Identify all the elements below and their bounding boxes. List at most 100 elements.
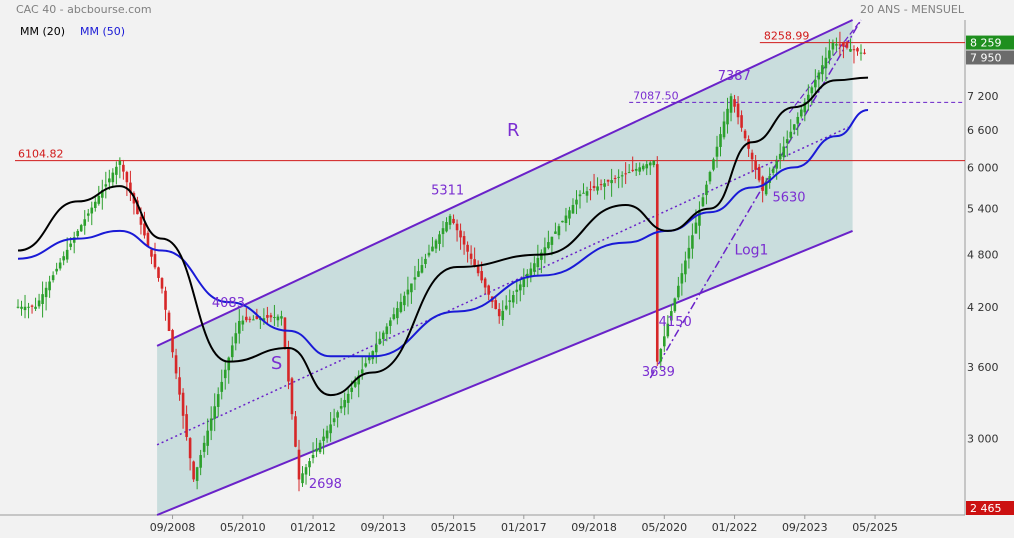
candle-body [803, 102, 807, 113]
candle-body [476, 266, 480, 274]
candle-body [831, 42, 835, 50]
candle-body [438, 234, 441, 244]
x-tick-label-1: 05/2010 [220, 521, 266, 534]
candle-body [754, 160, 757, 170]
candle-body [417, 271, 420, 277]
candle-body [434, 240, 438, 249]
candle-body [216, 394, 220, 407]
annotation-4083: 4083 [212, 296, 245, 311]
candle-body [582, 192, 585, 194]
candle-body [51, 275, 55, 281]
x-tick-label-2: 01/2012 [290, 521, 336, 534]
candle-body [146, 232, 150, 247]
candle-body [209, 418, 213, 431]
candles [16, 31, 866, 492]
candle-body [564, 215, 568, 224]
x-tick-label-8: 01/2022 [712, 521, 758, 534]
candle-body [522, 279, 526, 288]
candle-body [266, 315, 269, 318]
candle-body [750, 152, 754, 160]
candle-body [596, 186, 599, 191]
candle-body [315, 448, 318, 452]
candle-body [792, 124, 796, 130]
candle-body [617, 176, 620, 178]
candle-body [431, 246, 434, 252]
candle-body [27, 306, 30, 308]
candle-body [424, 258, 427, 265]
candle-body [403, 295, 406, 306]
candle-body [143, 223, 146, 236]
candle-body [719, 134, 722, 147]
candle-body [504, 305, 508, 310]
candle-body [540, 252, 543, 260]
candle-body [44, 287, 48, 298]
annotation-3639: 3639 [642, 365, 675, 380]
candle-body [645, 164, 649, 169]
candle-body [515, 289, 519, 292]
candle-body [852, 49, 856, 51]
y-tick-label-4: 5 400 [967, 203, 999, 216]
candle-body [283, 317, 287, 349]
candle-body [624, 173, 627, 175]
candle-body [357, 375, 361, 385]
candle-body [23, 306, 27, 311]
candle-body [125, 172, 129, 183]
level-label-6104: 6104.82 [18, 148, 64, 161]
annotation-5311: 5311 [431, 183, 464, 198]
channel-band [157, 20, 853, 515]
price-tag-last-bg [966, 50, 1014, 65]
candle-body [287, 346, 290, 382]
candle-body [807, 94, 810, 101]
candle-body [445, 222, 448, 232]
candle-body [55, 268, 58, 272]
candle-body [346, 393, 350, 403]
candle-body [83, 219, 87, 226]
candle-body [743, 130, 747, 139]
candle-body [69, 243, 72, 247]
candle-body [764, 183, 768, 195]
candle-body [483, 278, 487, 288]
candle-body [90, 207, 94, 214]
candle-body [814, 79, 817, 88]
x-tick-label-9: 09/2023 [782, 521, 828, 534]
candle-body [722, 121, 726, 138]
candle-body [740, 115, 743, 128]
candle-body [775, 161, 778, 169]
candle-body [529, 268, 533, 278]
candle-body [687, 247, 691, 259]
candle-body [578, 194, 582, 197]
candle-body [192, 461, 195, 480]
candle-body [652, 160, 656, 166]
candle-body [480, 271, 483, 281]
candle-body [325, 430, 329, 439]
candle-body [782, 146, 786, 158]
candle-body [708, 172, 712, 182]
x-tick-label-7: 05/2020 [641, 521, 687, 534]
candle-body [245, 316, 248, 321]
candle-body [129, 182, 132, 193]
candle-body [469, 253, 473, 259]
candle-body [603, 183, 606, 187]
candle-body [234, 333, 238, 344]
candle-body [308, 461, 311, 468]
x-tick-label-3: 09/2013 [360, 521, 406, 534]
chart-title: CAC 40 - abcbourse.com [16, 3, 152, 16]
candle-body [568, 210, 571, 219]
candle-body [684, 260, 687, 275]
candle-body [248, 318, 252, 320]
candle-body [58, 262, 62, 269]
candle-body [736, 103, 740, 118]
x-tick-label-10: 05/2025 [852, 521, 898, 534]
candle-body [20, 306, 23, 309]
candle-body [318, 442, 322, 453]
candle-body [72, 237, 76, 243]
candle-body [185, 414, 188, 438]
candle-body [252, 319, 255, 321]
candle-body [164, 290, 167, 310]
candle-body [849, 49, 852, 52]
candle-body [462, 236, 466, 245]
y-tick-label-1: 3 600 [967, 361, 999, 374]
candle-body [174, 355, 178, 374]
candle-body [350, 387, 353, 392]
